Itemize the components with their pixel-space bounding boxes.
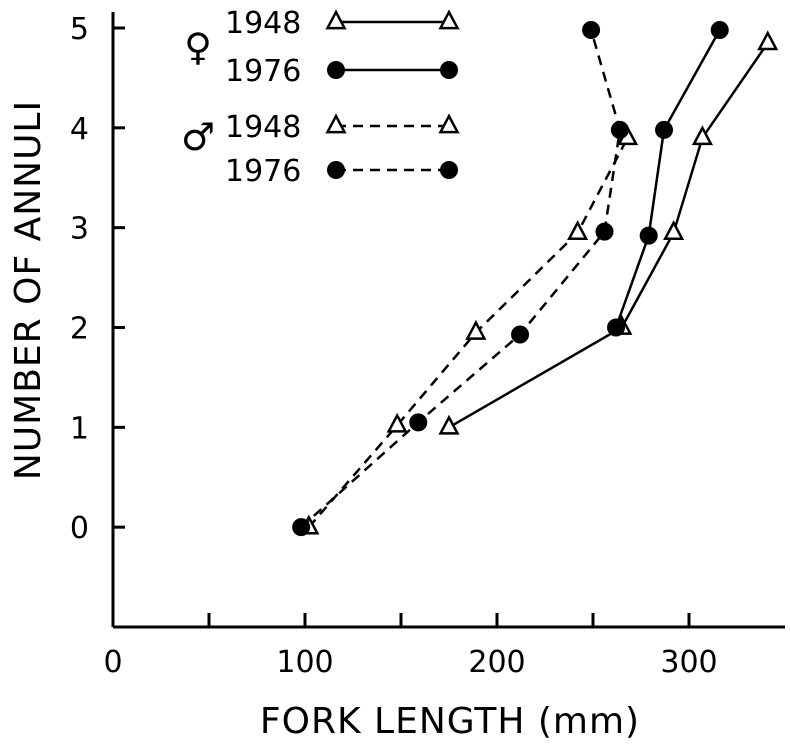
marker-triangle: [325, 113, 347, 134]
marker-triangle: [757, 30, 779, 51]
marker-triangle: [663, 220, 685, 240]
marker-circle: [292, 518, 311, 537]
legend-label: 1948: [225, 6, 301, 41]
y-tick-label: 0: [70, 511, 89, 546]
marker-circle: [610, 120, 629, 139]
legend-label: 1948: [225, 110, 301, 145]
female-symbol-icon: ♀: [184, 25, 212, 69]
legend: 1948 1976 1948 1976 ♀ ♂: [181, 6, 460, 189]
marker-circle: [607, 318, 626, 337]
marker-circle: [639, 226, 658, 245]
series-line: [307, 137, 629, 529]
series-1: [607, 20, 729, 337]
marker-circle: [440, 61, 458, 79]
legend-entry-3: 1976: [225, 154, 458, 189]
marker-circle: [595, 222, 614, 241]
y-tick-label: 1: [70, 411, 89, 446]
marker-triangle: [438, 414, 460, 435]
marker-triangle: [691, 125, 714, 146]
series-line: [300, 29, 622, 529]
x-tick-label: 100: [276, 645, 333, 680]
marker-triangle: [325, 9, 347, 30]
marker-circle: [655, 120, 674, 139]
x-tick-label: 300: [660, 645, 717, 680]
x-axis-title: FORK LENGTH (mm): [260, 701, 640, 742]
y-tick-label: 5: [70, 12, 89, 47]
marker-triangle: [567, 220, 589, 240]
marker-triangle: [386, 412, 408, 433]
marker-triangle: [438, 113, 460, 134]
marker-circle: [440, 161, 458, 179]
series-2: [298, 125, 639, 535]
y-tick-label: 2: [70, 312, 89, 347]
marker-triangle: [465, 319, 487, 340]
legend-label: 1976: [225, 154, 301, 189]
marker-triangle: [438, 9, 460, 30]
axes: 0 1 2 3 4 5 0 100 200 300: [70, 12, 785, 680]
y-tick-label: 3: [70, 212, 89, 247]
series-line: [614, 29, 721, 328]
legend-entry-1: 1976: [225, 54, 458, 89]
x-tick-label: 0: [103, 645, 122, 680]
legend-entry-2: 1948: [225, 110, 460, 145]
marker-circle: [582, 20, 601, 39]
marker-circle: [327, 161, 345, 179]
x-tick-label: 200: [468, 645, 525, 680]
series-3: [292, 20, 629, 537]
y-tick-label: 4: [70, 112, 89, 147]
marker-circle: [409, 413, 428, 432]
legend-entry-0: 1948: [225, 6, 460, 41]
legend-label: 1976: [225, 54, 301, 89]
marker-circle: [710, 20, 729, 39]
marker-circle: [511, 325, 530, 344]
series-layer: [292, 20, 779, 537]
y-axis-title: NUMBER OF ANNULI: [8, 100, 49, 480]
marker-circle: [327, 61, 345, 79]
male-symbol-icon: ♂: [181, 115, 215, 159]
